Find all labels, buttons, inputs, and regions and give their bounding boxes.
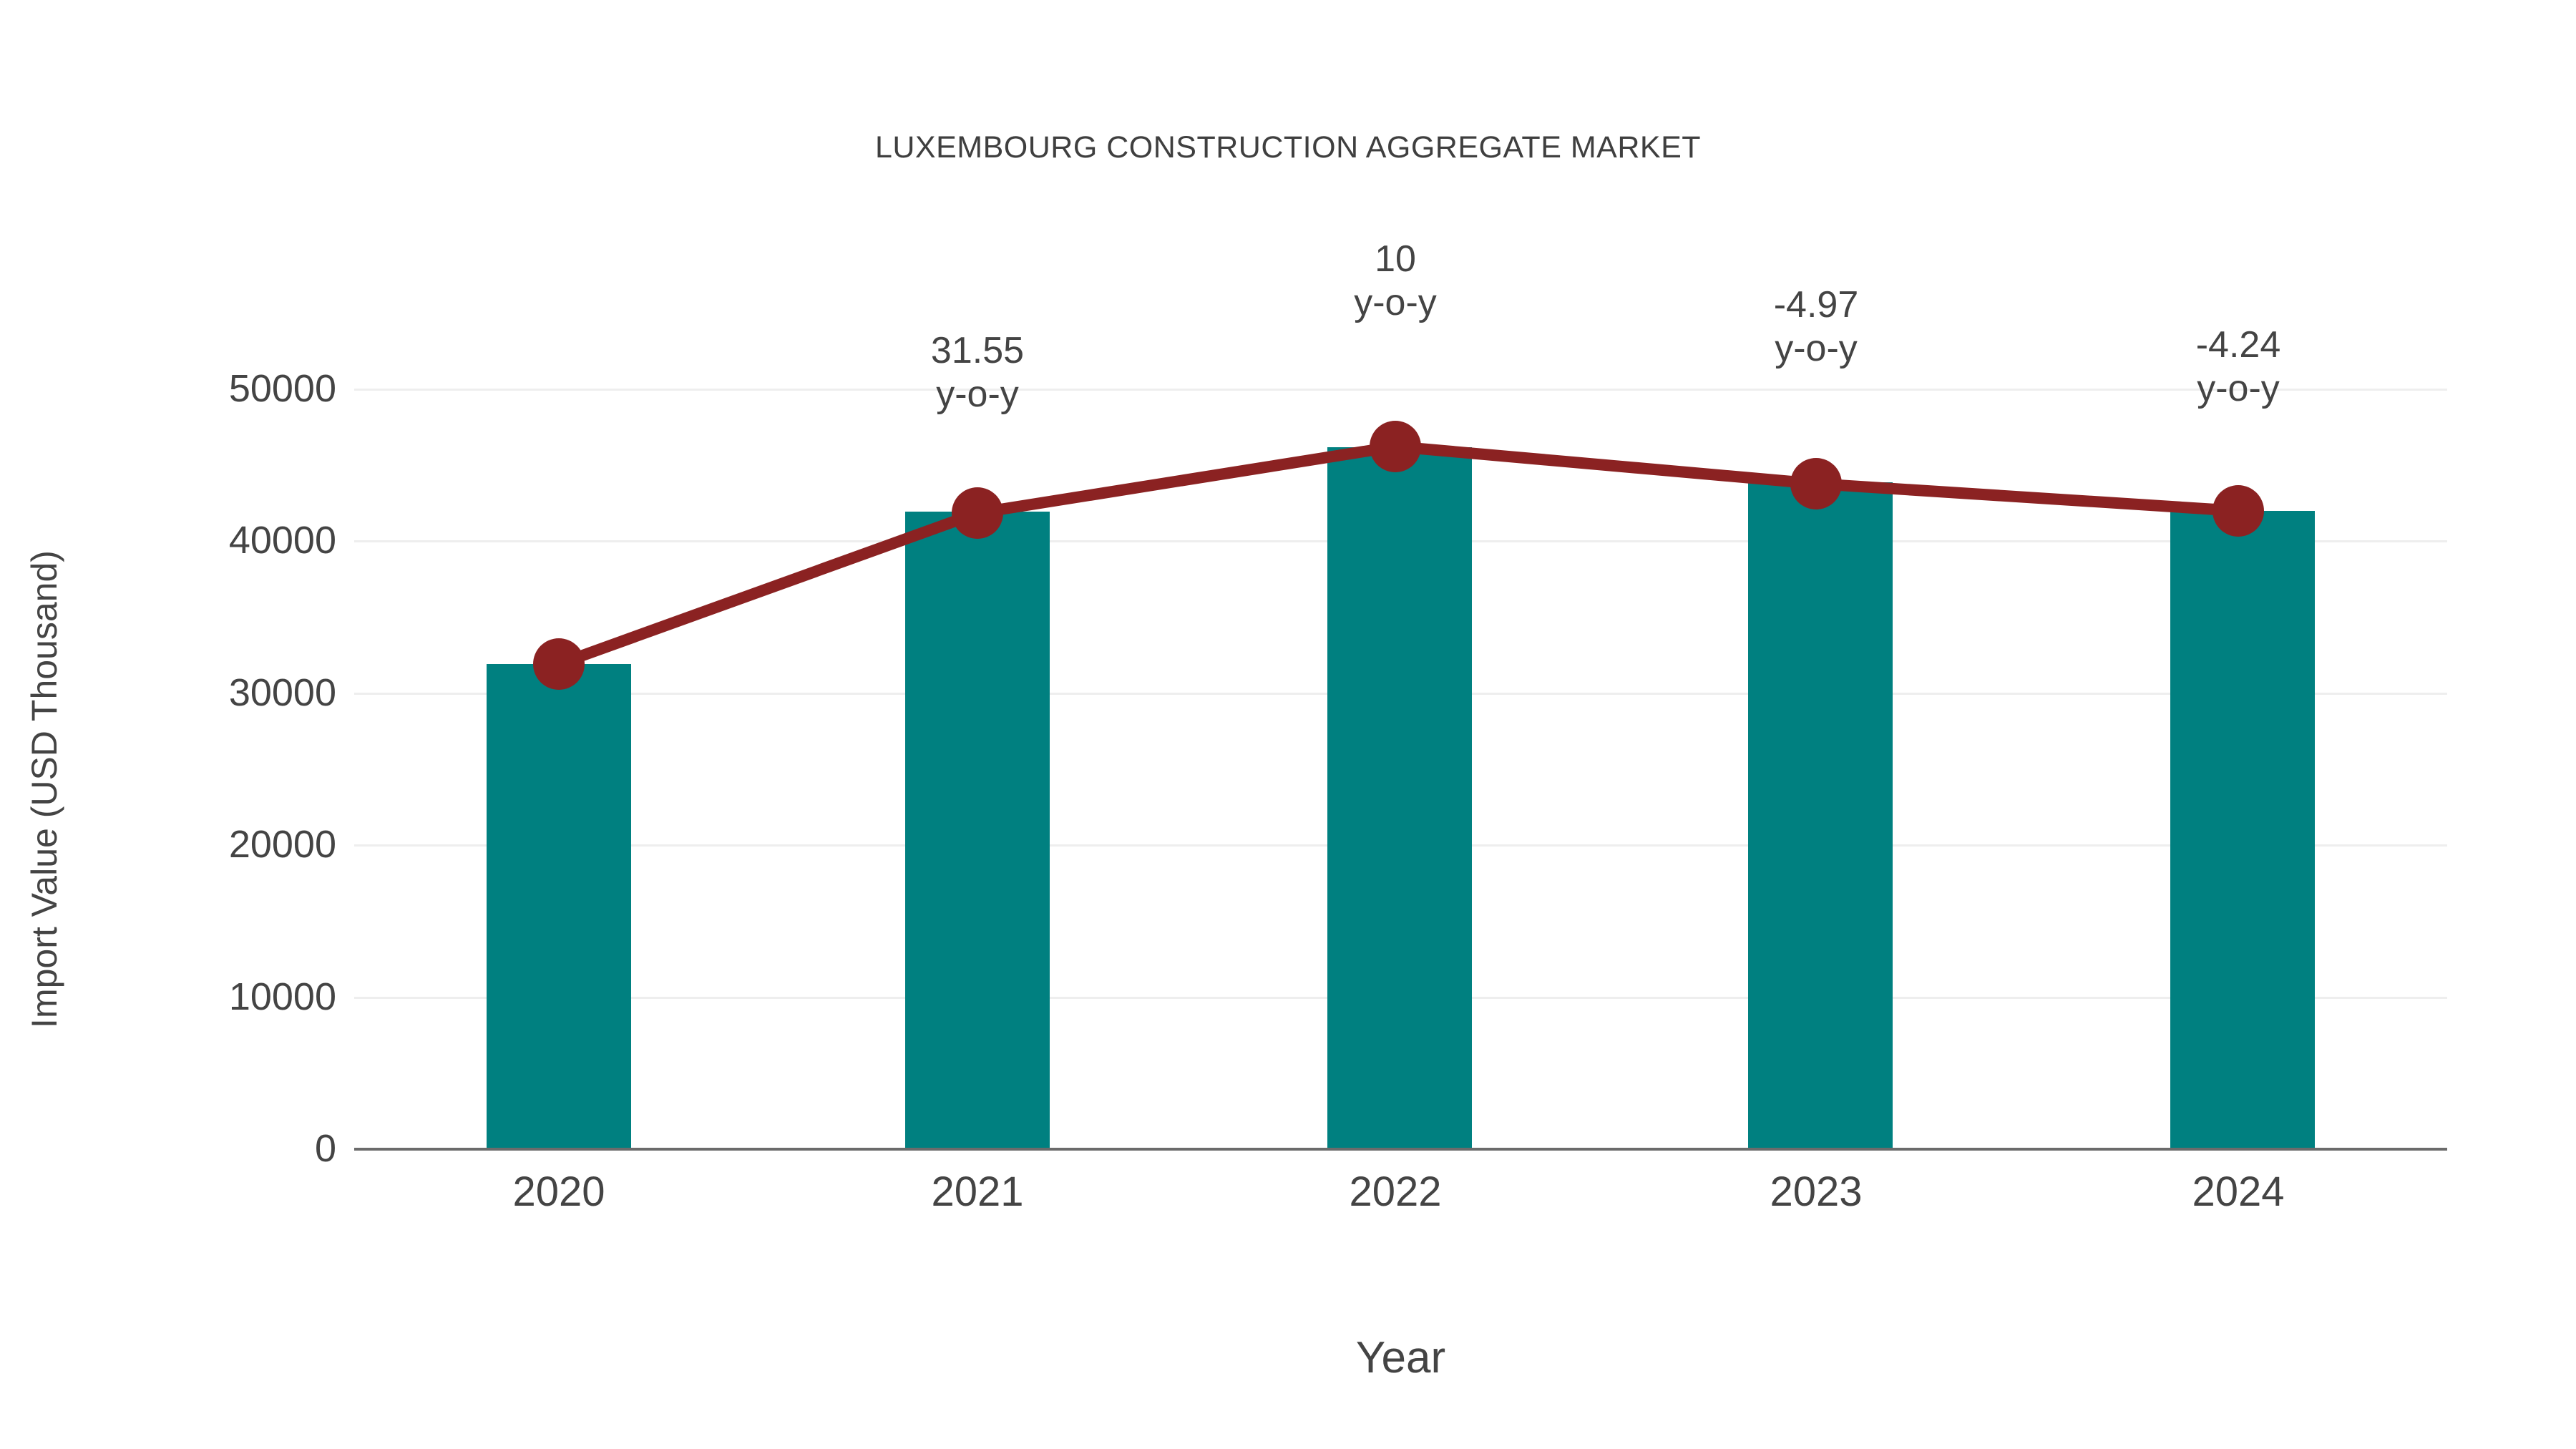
data-label-2023-value: -4.97 [1773,284,1859,326]
y-axis-title: Import Value (USD Thousand) [24,550,64,1028]
x-tick-label-2022: 2022 [1349,1169,1442,1215]
x-tick-label-2021: 2021 [931,1169,1024,1215]
y-tick-label-40000: 40000 [228,519,336,562]
data-label-2022: 10 y-o-y [1216,238,1574,326]
data-label-2024-value: -4.24 [2195,324,2281,366]
bar-2024[interactable] [2170,511,2315,1148]
x-axis-line [354,1148,2447,1151]
data-label-2021: 31.55 y-o-y [799,329,1156,417]
data-label-2024: -4.24 y-o-y [2059,323,2417,411]
x-axis-title: Year [1355,1333,1446,1382]
bar-2020[interactable] [487,664,631,1148]
data-label-2022-value: 10 [1375,238,1416,280]
data-label-2021-suffix: y-o-y [936,374,1019,416]
data-label-2023: -4.97 y-o-y [1637,283,1995,371]
x-tick-label-2024: 2024 [2192,1169,2285,1215]
y-tick-label-10000: 10000 [228,975,336,1018]
y-tick-label-20000: 20000 [228,823,336,867]
plot-area [354,389,2447,1148]
chart-title: LUXEMBOURG CONSTRUCTION AGGREGATE MARKET [874,130,1702,165]
x-tick-label-2020: 2020 [512,1169,605,1215]
data-label-2022-suffix: y-o-y [1354,282,1437,324]
data-label-2023-suffix: y-o-y [1775,328,1858,370]
gridline-50000 [354,389,2447,391]
y-tick-label-50000: 50000 [228,367,336,410]
x-tick-label-2023: 2023 [1770,1169,1863,1215]
bar-2021[interactable] [905,512,1050,1148]
y-tick-label-0: 0 [314,1127,336,1170]
bar-2022[interactable] [1327,447,1472,1148]
data-label-2024-suffix: y-o-y [2197,368,2280,410]
bar-2023[interactable] [1748,482,1893,1148]
data-label-2021-value: 31.55 [930,330,1025,371]
y-tick-label-30000: 30000 [228,670,336,714]
